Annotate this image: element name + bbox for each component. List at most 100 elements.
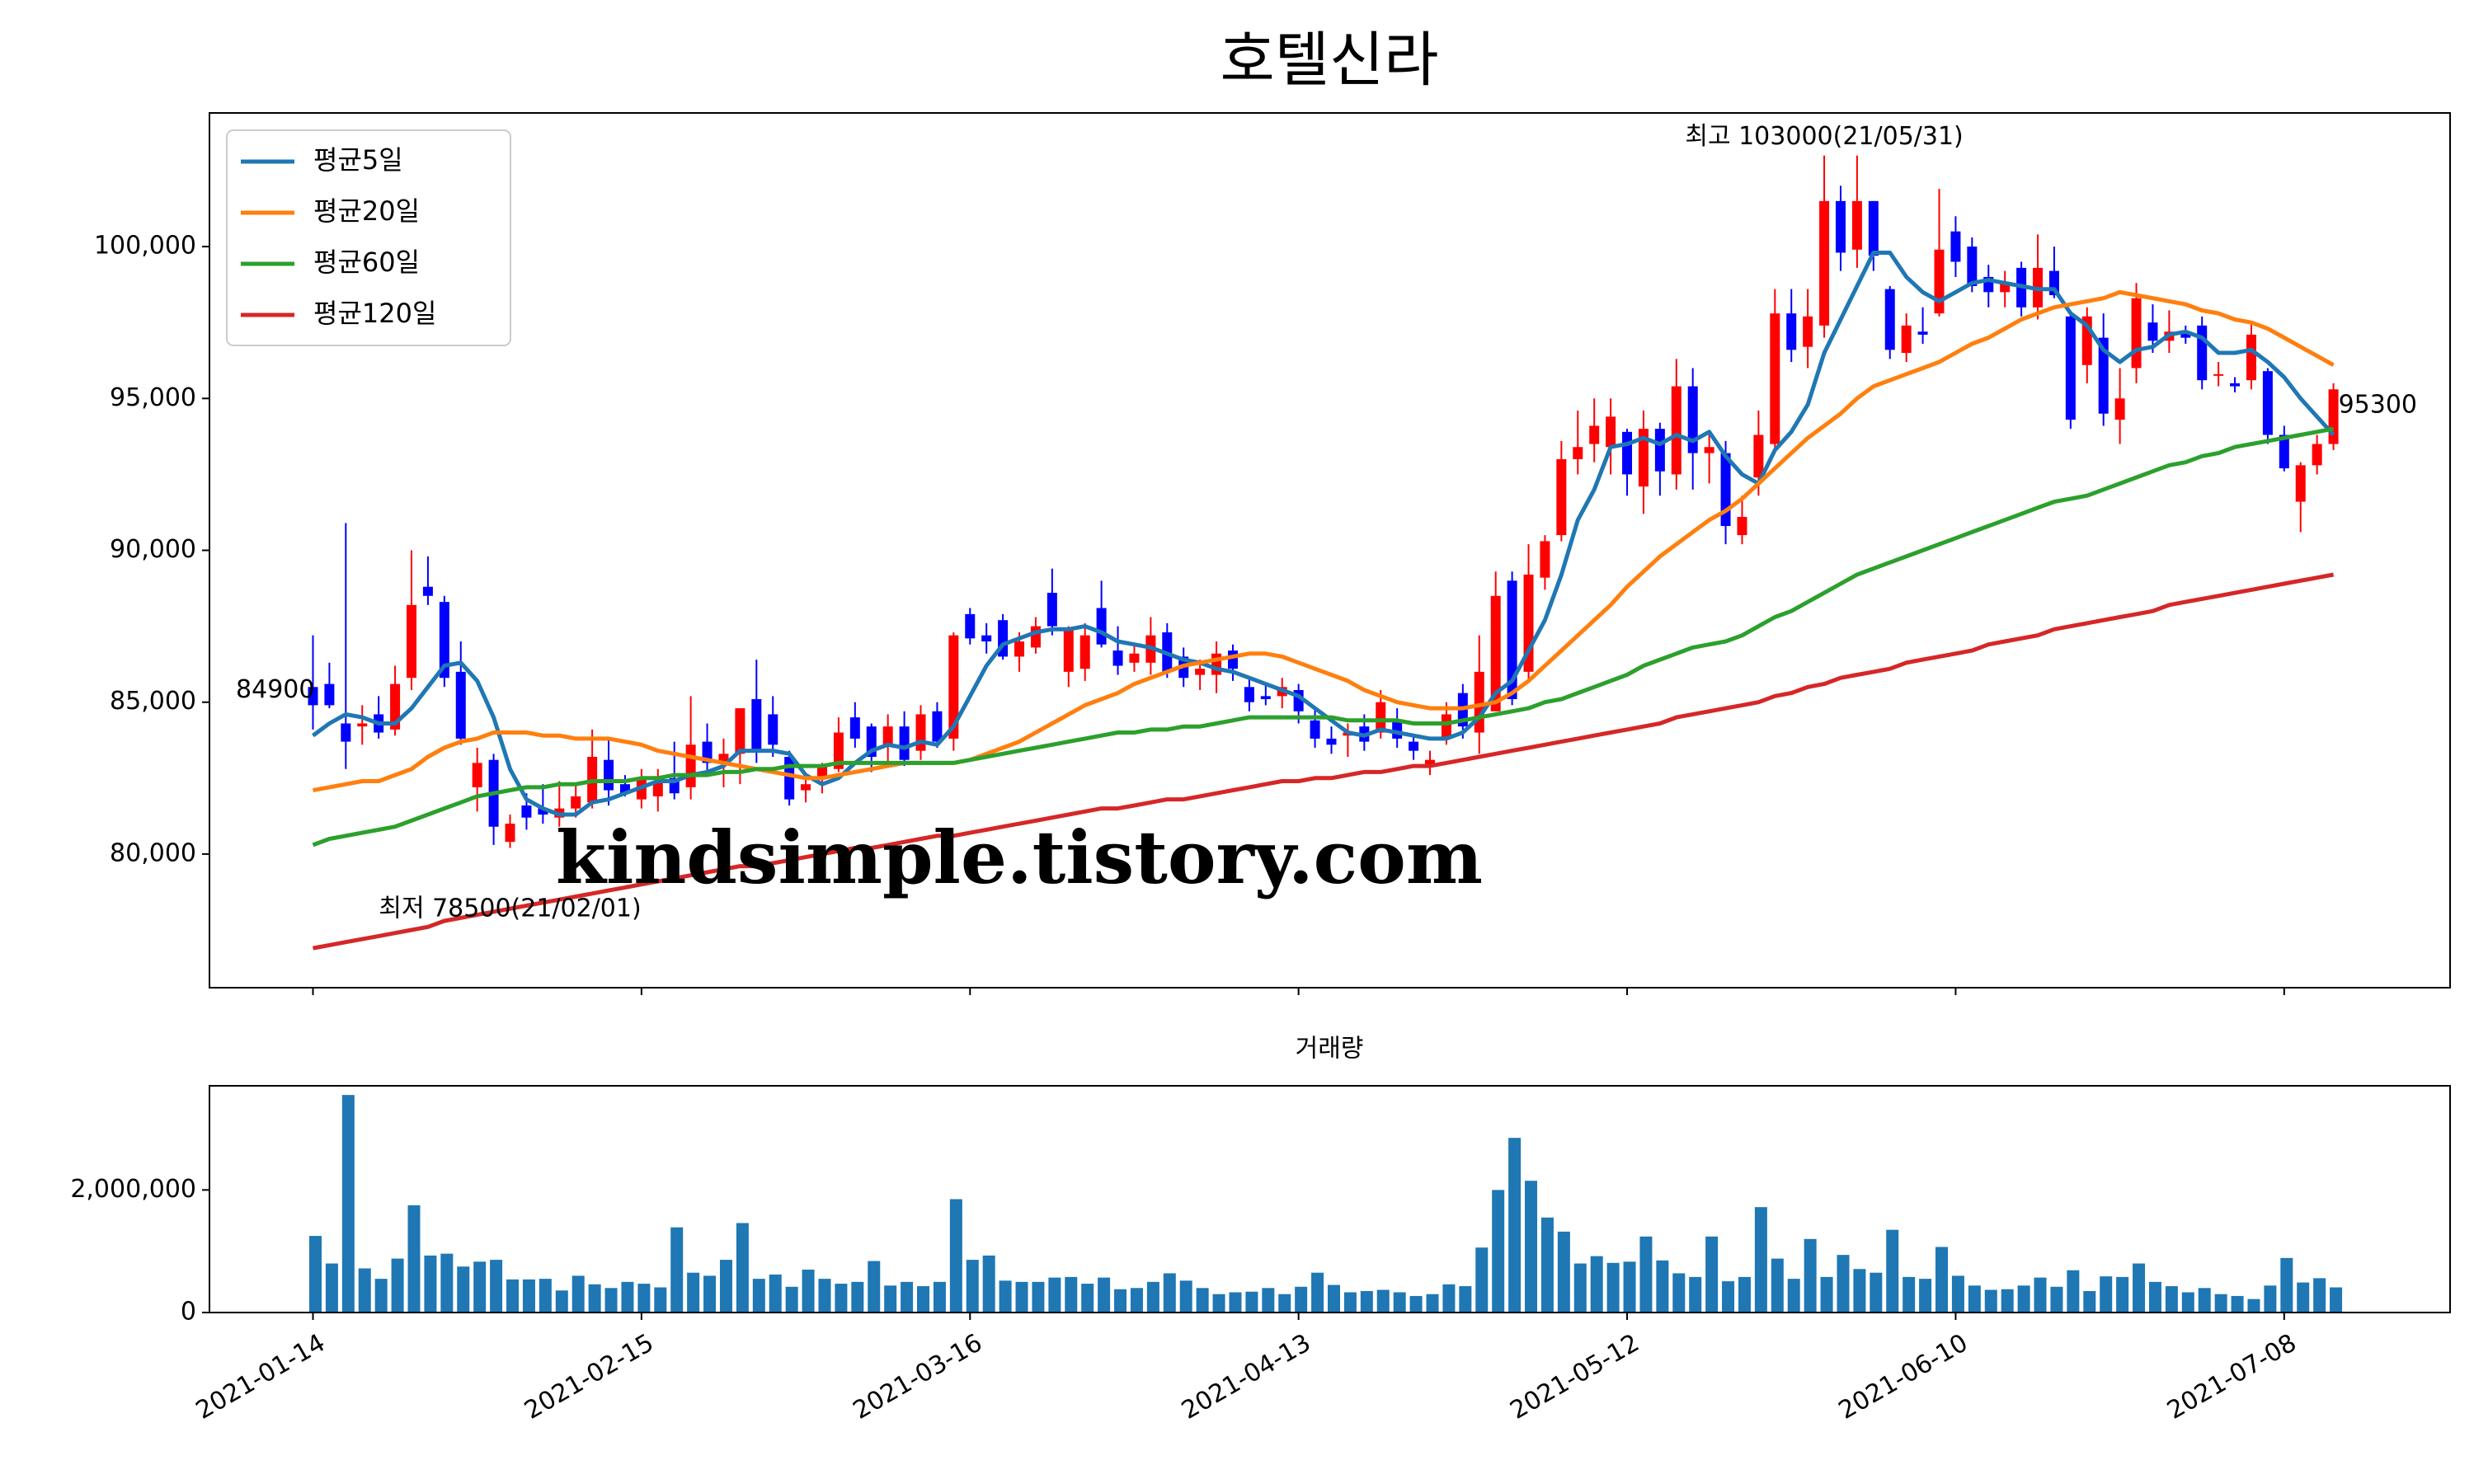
legend-label: 평균60일 xyxy=(313,247,420,278)
candle-body xyxy=(1589,425,1600,444)
volume-bar xyxy=(1278,1294,1291,1313)
volume-bar xyxy=(2133,1263,2146,1313)
candle-body xyxy=(735,708,745,754)
volume-bar xyxy=(506,1279,520,1313)
volume-bar xyxy=(1540,1217,1554,1313)
moving-average-line xyxy=(312,251,2335,817)
volume-bar xyxy=(1475,1247,1489,1313)
y-tick-label: 85,000 xyxy=(110,687,196,716)
candle-body xyxy=(505,824,515,843)
candle-body xyxy=(1490,595,1501,711)
volume-bar xyxy=(2100,1276,2113,1313)
legend-label: 평균120일 xyxy=(313,298,436,329)
candle-body xyxy=(1803,316,1813,347)
volume-bar xyxy=(1459,1286,1472,1313)
candle-body xyxy=(1063,629,1074,672)
candle-body xyxy=(2312,444,2322,466)
moving-average-line xyxy=(313,289,2335,792)
candle-body xyxy=(1244,687,1254,702)
legend-label: 평균5일 xyxy=(313,144,403,176)
volume-bar xyxy=(982,1255,995,1313)
candle-body xyxy=(1967,247,1978,286)
volume-bar xyxy=(1573,1263,1587,1313)
candle-body xyxy=(472,763,482,787)
candle-body xyxy=(1030,626,1041,648)
candle-body xyxy=(407,604,417,679)
candle-body xyxy=(1425,759,1436,767)
candle-body xyxy=(1868,200,1879,256)
volume-bar xyxy=(769,1274,782,1313)
volume-bar xyxy=(440,1253,454,1313)
volume-bar xyxy=(407,1205,421,1313)
volume-bar xyxy=(1853,1269,1866,1313)
volume-bar xyxy=(884,1285,897,1313)
candle-body xyxy=(1851,200,1862,250)
candle-body xyxy=(1392,720,1403,739)
candle-body xyxy=(2098,337,2109,414)
candle-body xyxy=(308,687,318,706)
candle-body xyxy=(422,586,433,596)
plot-layer: 80,00085,00090,00095,000100,0002021-01-1… xyxy=(70,155,2343,1425)
volume-bar xyxy=(1492,1190,1505,1313)
volume-bar xyxy=(654,1287,667,1313)
volume-bar xyxy=(687,1272,700,1313)
candle-body xyxy=(1753,434,1764,478)
volume-bar xyxy=(1968,1285,1981,1313)
volume-bar xyxy=(2198,1288,2211,1313)
volume-bar xyxy=(851,1281,864,1313)
candle-body xyxy=(357,723,368,727)
candle-body xyxy=(1606,416,1616,448)
volume-bar xyxy=(1295,1286,1308,1313)
candle-body xyxy=(2328,389,2339,444)
candle-body xyxy=(849,717,860,739)
candle-body xyxy=(571,796,581,809)
volume-bar xyxy=(999,1280,1012,1313)
volume-bar xyxy=(1590,1256,1603,1313)
annotation: 최고 103000(21/05/31) xyxy=(1685,122,1963,151)
volume-bar xyxy=(2165,1286,2178,1313)
volume-bar xyxy=(2264,1285,2277,1313)
volume-bar xyxy=(325,1263,338,1313)
candle-body xyxy=(1540,541,1550,578)
candle-body xyxy=(604,759,614,791)
candle-body xyxy=(2279,434,2289,469)
candle-body xyxy=(1507,580,1517,700)
candle-body xyxy=(1934,249,1945,314)
volume-bar xyxy=(1738,1276,1751,1313)
volume-bar xyxy=(2214,1294,2227,1313)
volume-bar xyxy=(1903,1276,1916,1313)
volume-bar xyxy=(391,1258,404,1313)
overlay-layer: 84900 95300 최고 103000(21/05/31) 최저 78500(21… xyxy=(226,122,2417,923)
volume-bar xyxy=(2050,1286,2063,1313)
candle-body xyxy=(981,635,992,642)
volume-bar xyxy=(2181,1292,2194,1313)
volume-bar xyxy=(1771,1258,1784,1313)
watermark: kindsimple.tistory.com xyxy=(556,815,1483,900)
volume-bar xyxy=(1886,1229,1899,1313)
volume-bar xyxy=(358,1268,371,1313)
volume-bar xyxy=(1787,1279,1800,1313)
volume-bar xyxy=(1245,1291,1258,1313)
volume-bar xyxy=(868,1261,881,1313)
candle-body xyxy=(2114,398,2125,420)
legend-label: 평균20일 xyxy=(313,195,420,227)
candle-body xyxy=(439,602,449,679)
volume-bar xyxy=(949,1199,962,1313)
volume-bar xyxy=(703,1275,717,1313)
candle-body xyxy=(341,723,351,742)
volume-bar xyxy=(1951,1275,1964,1313)
moving-average-line xyxy=(312,426,2335,848)
candle-body xyxy=(882,726,893,745)
candle-body xyxy=(1638,429,1649,487)
candle-body xyxy=(1737,516,1747,536)
candle-body xyxy=(1409,741,1419,751)
volume-bar xyxy=(1081,1284,1094,1313)
candle-body xyxy=(619,784,630,794)
volume-bar xyxy=(1262,1288,1275,1313)
volume-bar xyxy=(522,1279,535,1313)
y-tick-label: 0 xyxy=(181,1298,196,1327)
volume-bar xyxy=(1163,1273,1176,1313)
volume-bar xyxy=(555,1290,568,1313)
y-tick-label: 95,000 xyxy=(110,383,196,412)
